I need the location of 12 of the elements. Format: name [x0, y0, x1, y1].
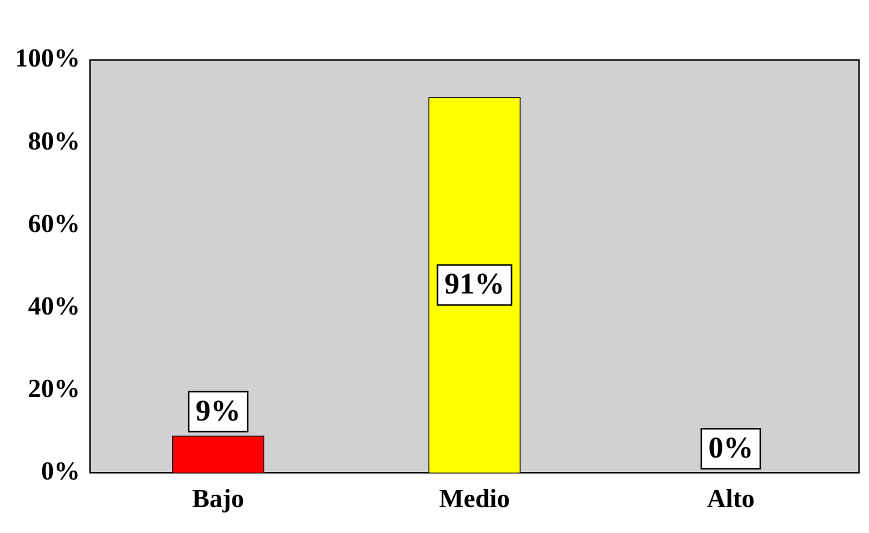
- y-tick-label: 80%: [28, 126, 80, 156]
- y-tick-label: 100%: [15, 44, 80, 73]
- y-tick-label: 60%: [28, 208, 80, 238]
- x-tick-label: Medio: [439, 484, 510, 514]
- data-label: 0%: [708, 432, 754, 465]
- y-tick-label: 0%: [41, 456, 80, 486]
- x-tick-label: Alto: [706, 484, 755, 514]
- y-tick-label: 20%: [28, 374, 80, 403]
- x-tick-label: Bajo: [192, 484, 244, 514]
- data-label: 91%: [444, 268, 504, 301]
- data-label: 9%: [196, 394, 241, 428]
- y-tick-label: 40%: [28, 291, 80, 320]
